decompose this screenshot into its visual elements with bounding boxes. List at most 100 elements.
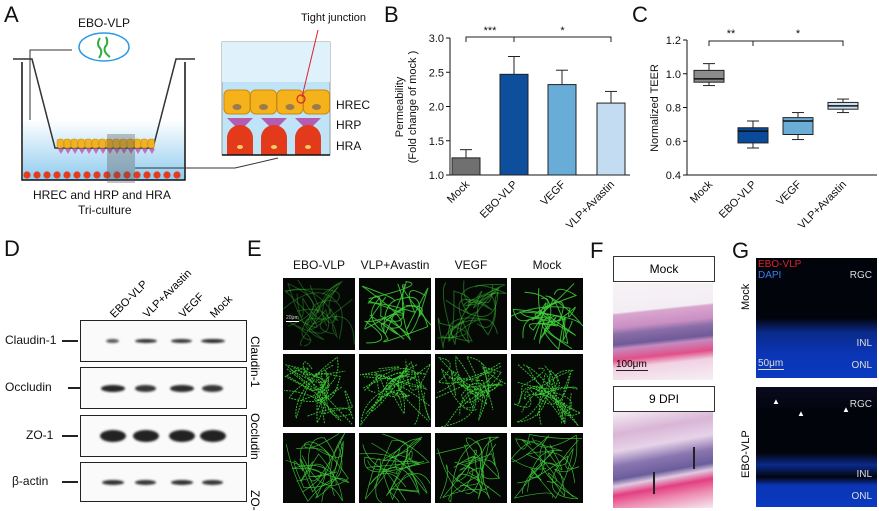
protein-label: β-actin (12, 474, 49, 488)
confocal-image (511, 433, 583, 503)
tight-junction-stain (284, 367, 346, 392)
protein-band (134, 339, 157, 343)
tight-junction-stain (360, 361, 421, 427)
tight-junction-stain (436, 444, 501, 497)
hra-cell (173, 171, 181, 179)
lane-label: VEGF (177, 290, 207, 321)
y-tick-label: 0.8 (666, 103, 681, 115)
tight-junction-stain (524, 291, 557, 344)
tight-junction-stain (516, 363, 572, 418)
e-column-header: EBO-VLP (292, 258, 346, 272)
label-tick (62, 481, 78, 483)
tight-junction-stain (461, 367, 507, 410)
protein-band (100, 384, 126, 392)
hrp-cell (93, 149, 99, 154)
tight-junction-stain (437, 317, 467, 349)
tight-junction-stain (306, 375, 352, 417)
protein-label: Claudin-1 (5, 333, 57, 347)
significance-label: * (560, 25, 565, 37)
protein-band (135, 479, 157, 485)
tight-junction-stain (380, 305, 429, 343)
hrec-cell (140, 138, 148, 149)
protein-band (201, 339, 225, 343)
significance-label: *** (484, 25, 498, 37)
hrp-cell (58, 149, 64, 154)
legend-blue: DAPI (758, 270, 782, 281)
e-column-header: VLP+Avastin (360, 258, 430, 272)
protein-band (100, 430, 126, 442)
protein-band (135, 384, 157, 392)
e-column-header: Mock (532, 258, 562, 272)
layer-label-hrec: HREC (336, 98, 371, 112)
x-tick-label: EBO-VLP (717, 179, 759, 221)
tight-junction-stain (437, 362, 490, 397)
bar-Mock (451, 157, 481, 176)
tight-junction-stain (442, 449, 490, 499)
transwell-diagram (13, 29, 331, 183)
tight-junction-stain (359, 366, 430, 416)
y-tick-label: 0.6 (666, 136, 681, 148)
hra-cell (63, 171, 71, 179)
hrec-cell (126, 138, 134, 149)
western-blot-1 (80, 367, 247, 409)
significance-bracket (465, 36, 612, 42)
tight-junction-stain (530, 448, 580, 499)
y-tick-label: 1.2 (666, 35, 681, 47)
tight-junction-stain (293, 445, 343, 498)
tight-junction-stain (528, 297, 564, 331)
fluorescence-ebo-image: RGC INL ONL ▲ ▲ ▲ (756, 387, 877, 507)
tight-junction-stain (515, 434, 583, 450)
tight-junction-stain (362, 371, 426, 397)
fluorescence-mock-image: EBO-VLP DAPI RGC INL ONL 50μm (756, 258, 877, 378)
tight-junction-stain (314, 372, 342, 402)
y-tick-label: 3.0 (429, 33, 444, 45)
arrow-icon (653, 472, 655, 494)
tight-junction-stain (284, 364, 327, 425)
panel-b-letter: B (384, 2, 399, 27)
tight-junction-stain (538, 373, 566, 426)
ebo-vlp-label: EBO-VLP (78, 16, 131, 30)
hrp-cell (65, 149, 71, 154)
hrp-cell (72, 149, 78, 154)
hrp-cell (121, 149, 127, 154)
box-Mock (693, 69, 725, 83)
tight-junction-label: Tight junction (301, 12, 367, 24)
tight-junction-stain (380, 287, 429, 335)
y-tick-label: 1.0 (429, 170, 444, 182)
tight-junction-stain (309, 282, 353, 331)
tight-junction-stain (368, 281, 413, 335)
bar-VLP+Avastin (596, 102, 626, 176)
bar-EBO-VLP (499, 73, 529, 176)
he-scale-bar: 100μm (616, 359, 648, 371)
hra-cell (113, 171, 121, 179)
hra-cell (133, 171, 141, 179)
tight-junction-stain (511, 306, 577, 328)
hrec-cell (119, 138, 127, 149)
western-blot-0 (80, 320, 247, 362)
confocal-image (359, 354, 431, 427)
protein-band (101, 479, 124, 485)
permeability-bar-chart: 1.0 1.5 2.0 2.5 3.0 Mock EBO-VLP VEGFVLP+Avasti… (394, 25, 630, 232)
tight-junction-marker (296, 94, 306, 104)
hrp-cell (295, 118, 321, 131)
legend-red: EBO-VLP (758, 259, 802, 270)
tight-junction-stain (437, 357, 503, 392)
layer-onl: ONL (851, 491, 872, 502)
tight-junction-stain (283, 288, 340, 328)
hra-cell (123, 171, 131, 179)
panel-d-letter: D (4, 236, 20, 261)
hrp-cell (149, 149, 155, 154)
x-tick-label: VEGF (774, 178, 804, 208)
hrec-cell (112, 138, 120, 149)
tight-junction-stain (535, 373, 578, 417)
tight-junction-stain (369, 467, 420, 493)
tight-junction-stain (301, 286, 355, 345)
significance-label: * (796, 28, 801, 40)
x-tick-label: Mock (688, 178, 715, 205)
layer-label-hrp: HRP (336, 118, 362, 132)
tight-junction-stain (464, 436, 496, 494)
tight-junction-stain (363, 367, 431, 421)
tight-junction-stain (291, 464, 343, 502)
box-VEGF (782, 117, 814, 135)
caption-line1: HREC and HRP and HRA (33, 188, 171, 202)
